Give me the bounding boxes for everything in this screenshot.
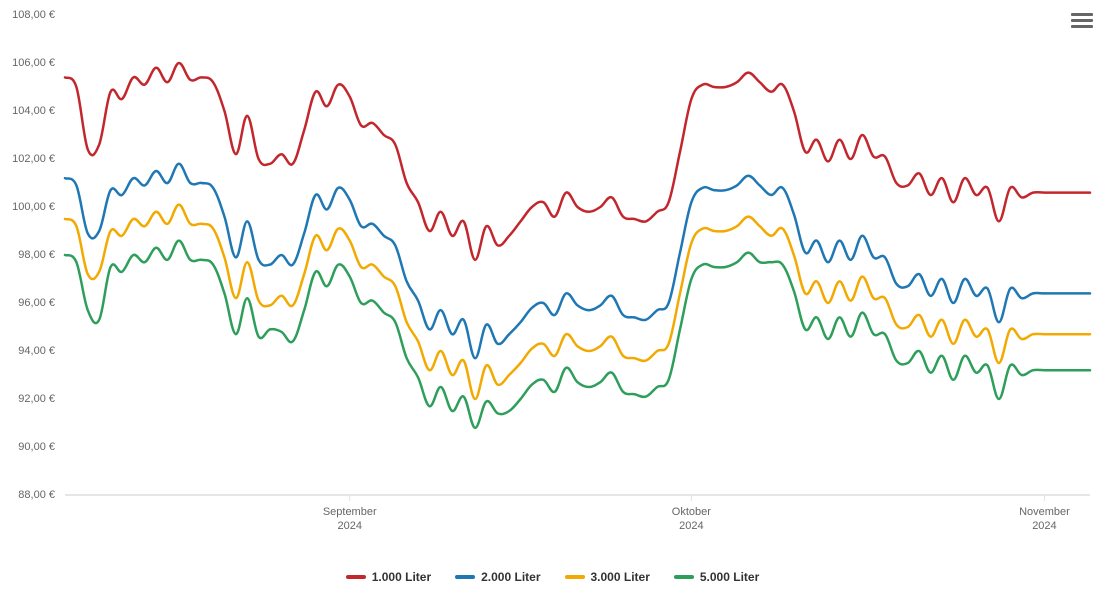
legend-label: 3.000 Liter: [591, 570, 650, 584]
legend-item[interactable]: 5.000 Liter: [674, 570, 759, 584]
legend-swatch: [674, 575, 694, 579]
legend-item[interactable]: 1.000 Liter: [346, 570, 431, 584]
legend-label: 1.000 Liter: [372, 570, 431, 584]
legend-item[interactable]: 2.000 Liter: [455, 570, 540, 584]
chart-plot-area: [0, 0, 1105, 602]
legend-swatch: [346, 575, 366, 579]
legend-swatch: [455, 575, 475, 579]
series-line: [65, 241, 1090, 428]
price-chart: 88,00 €90,00 €92,00 €94,00 €96,00 €98,00…: [0, 0, 1105, 602]
x-axis-tick-label: November2024: [1019, 505, 1070, 534]
series-line: [65, 205, 1090, 399]
legend-label: 2.000 Liter: [481, 570, 540, 584]
chart-legend: 1.000 Liter 2.000 Liter 3.000 Liter 5.000 L…: [0, 568, 1105, 584]
legend-label: 5.000 Liter: [700, 570, 759, 584]
x-axis-tick-label: Oktober2024: [672, 505, 711, 534]
series-line: [65, 63, 1090, 260]
legend-swatch: [565, 575, 585, 579]
legend-item[interactable]: 3.000 Liter: [565, 570, 650, 584]
x-axis-tick-label: September2024: [323, 505, 377, 534]
